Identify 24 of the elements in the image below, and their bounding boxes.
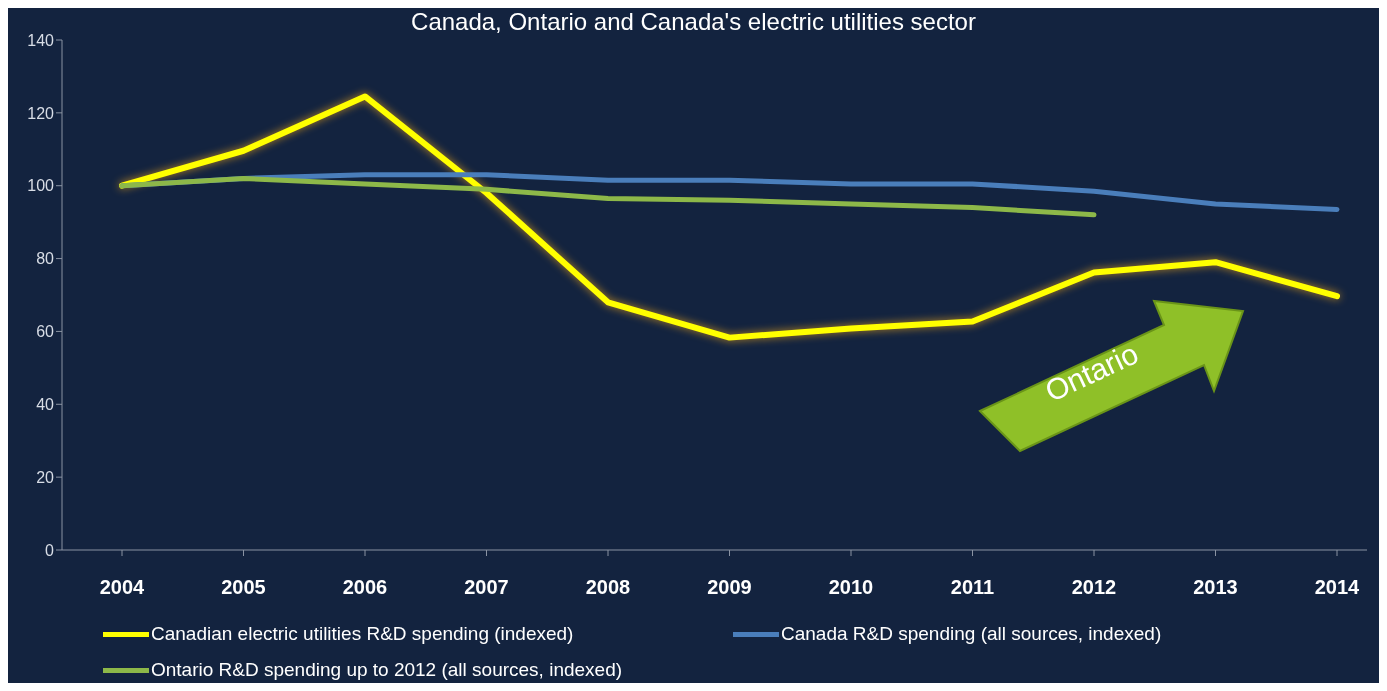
y-tick-label: 20	[36, 468, 55, 486]
annotation: Ontario	[1040, 336, 1144, 409]
y-tick-label: 40	[36, 395, 55, 413]
y-tick-label: 80	[36, 250, 55, 268]
x-tick-label: 2006	[342, 576, 388, 599]
legend-label: Canada R&D spending (all sources, indexed)	[781, 623, 1162, 645]
x-tick-label: 2014	[1314, 576, 1361, 599]
y-tick-label: 100	[27, 177, 55, 195]
y-tick-label: 140	[27, 31, 55, 49]
y-tick-label: 120	[27, 104, 55, 122]
chart-title: Canada, Ontario and Canada's electric utilities sector	[411, 8, 976, 35]
legend-label: Ontario R&D spending up to 2012 (all sources, indexed)	[151, 659, 623, 681]
x-tick-label: 2013	[1193, 576, 1238, 599]
x-tick-label: 2011	[950, 576, 995, 599]
x-tick-label: 2008	[585, 576, 631, 599]
x-tick-label: 2005	[221, 576, 266, 599]
x-tick-label: 2004	[99, 576, 146, 599]
x-tick-label: 2010	[828, 576, 874, 599]
legend-label: Canadian electric utilities R&D spending (indexed)	[151, 623, 574, 645]
x-tick-label: 2007	[464, 576, 509, 599]
y-tick-label: 0	[45, 541, 55, 559]
y-tick-label: 60	[36, 323, 55, 341]
x-tick-label: 2012	[1071, 576, 1117, 599]
x-tick-label: 2009	[707, 576, 752, 599]
